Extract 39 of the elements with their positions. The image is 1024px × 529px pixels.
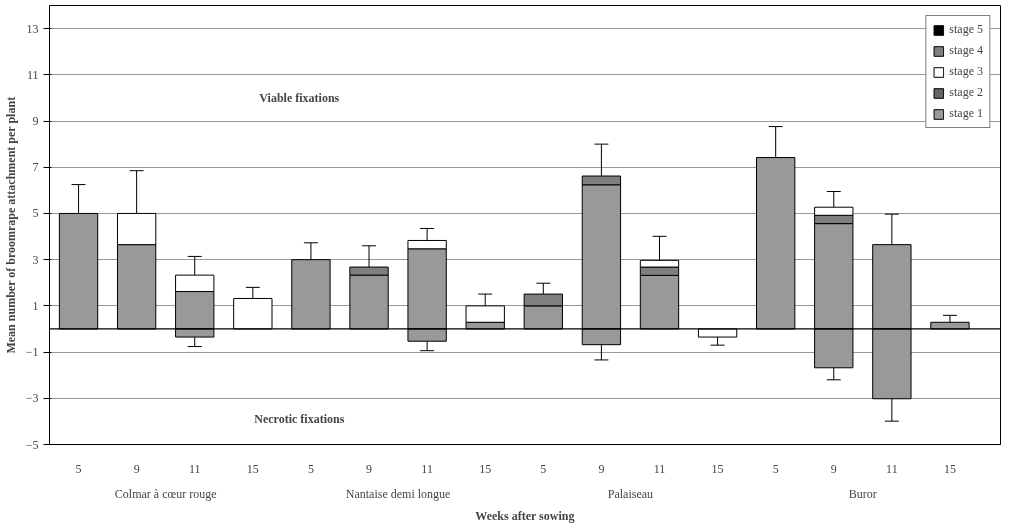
x-tick-label: 5	[772, 461, 779, 476]
text: Nantaise demi longue	[345, 486, 451, 501]
text: Colmar à cœur rouge	[114, 486, 217, 501]
y-tick-label: 7	[32, 160, 39, 175]
x-tick-label: 5	[307, 461, 314, 476]
x-tick-label: 9	[366, 461, 373, 476]
y-tick-label: −5	[25, 437, 39, 452]
x-tick-label: 15	[246, 461, 259, 476]
y-tick-label: −3	[25, 391, 39, 406]
x-tick-label: 9	[830, 461, 837, 476]
legend-label: stage 2	[949, 85, 983, 100]
x-tick-label: 15	[943, 461, 956, 476]
x-tick-label: 15	[711, 461, 724, 476]
x-tick-label: 11	[421, 461, 433, 476]
y-tick-label: −1	[25, 345, 39, 360]
annotation: Viable fixations	[259, 90, 340, 105]
x-axis-title: Weeks after sowing	[475, 508, 575, 523]
y-tick-label: 1	[32, 298, 39, 313]
text: Buror	[848, 486, 877, 501]
y-tick-label: 3	[32, 252, 39, 267]
legend-label: stage 3	[949, 64, 983, 79]
y-tick-label: 9	[32, 114, 39, 129]
x-tick-label: 9	[133, 461, 140, 476]
x-tick-label: 15	[479, 461, 492, 476]
x-tick-label: 11	[886, 461, 898, 476]
x-tick-label: 11	[188, 461, 201, 476]
text: Palaiseau	[607, 486, 654, 501]
annotation: Necrotic fixations	[254, 412, 345, 427]
x-tick-label: 9	[598, 461, 605, 476]
x-tick-label: 5	[75, 461, 82, 476]
legend-label: stage 1	[949, 106, 983, 121]
x-tick-label: 5	[540, 461, 547, 476]
y-axis-title: Mean number of broomrape attachment per plant	[3, 96, 18, 354]
y-tick-label: 11	[26, 67, 39, 82]
x-tick-label: 11	[653, 461, 666, 476]
legend-label: stage 5	[949, 22, 983, 37]
y-tick-label: 5	[32, 206, 39, 221]
legend-label: stage 4	[949, 43, 983, 58]
y-tick-label: 13	[26, 21, 39, 36]
